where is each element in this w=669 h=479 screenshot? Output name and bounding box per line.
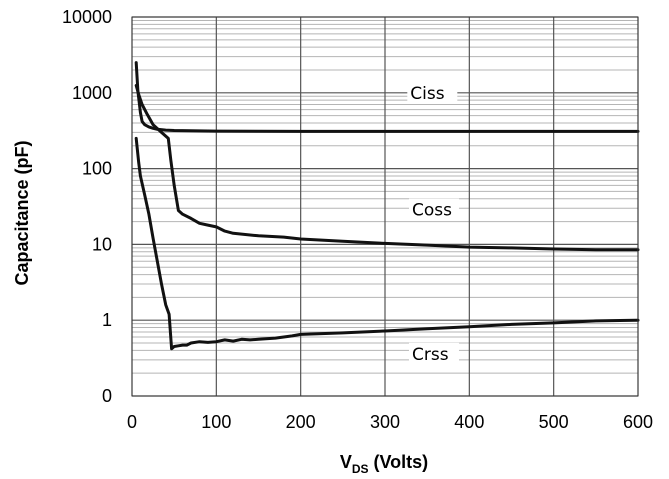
- y-tick-label: 10000: [62, 7, 112, 27]
- x-tick-label: 300: [370, 412, 400, 432]
- x-tick-label: 400: [454, 412, 484, 432]
- y-axis-title: Capacitance (pF): [12, 140, 32, 285]
- series-lines: [134, 61, 640, 351]
- y-tick-label: 1: [102, 310, 112, 330]
- series-label-coss: Coss: [412, 201, 452, 221]
- x-axis-title-units: (Volts): [369, 452, 429, 472]
- series-line-ciss: [134, 61, 640, 133]
- y-tick-labels: 0 1 10 100 1000 10000: [62, 7, 112, 406]
- series-line-coss: [134, 84, 640, 252]
- x-axis-title-subscript: DS: [352, 462, 369, 476]
- plot-frame: [131, 16, 639, 397]
- series-label-crss: Crss: [412, 345, 449, 365]
- series-label-ciss: Ciss: [410, 84, 444, 104]
- x-tick-label: 200: [286, 412, 316, 432]
- series-label-background: [408, 342, 459, 365]
- x-tick-label: 600: [623, 412, 653, 432]
- x-tick-label: 0: [127, 412, 137, 432]
- y-tick-label: 1000: [72, 83, 112, 103]
- series-line-crss: [134, 136, 640, 351]
- x-tick-labels: 0 100 200 300 400 500 600: [127, 412, 653, 432]
- y-tick-label: 0: [102, 386, 112, 406]
- x-tick-label: 100: [201, 412, 231, 432]
- y-tick-label: 100: [82, 159, 112, 179]
- series-label-background: [407, 81, 458, 104]
- series-labels: Ciss Coss Crss: [407, 81, 459, 365]
- x-axis-title: VDS (Volts): [340, 452, 428, 476]
- x-axis-title-main: V: [340, 452, 352, 472]
- y-tick-label: 10: [92, 234, 112, 254]
- series-label-background: [408, 198, 459, 221]
- x-tick-label: 500: [539, 412, 569, 432]
